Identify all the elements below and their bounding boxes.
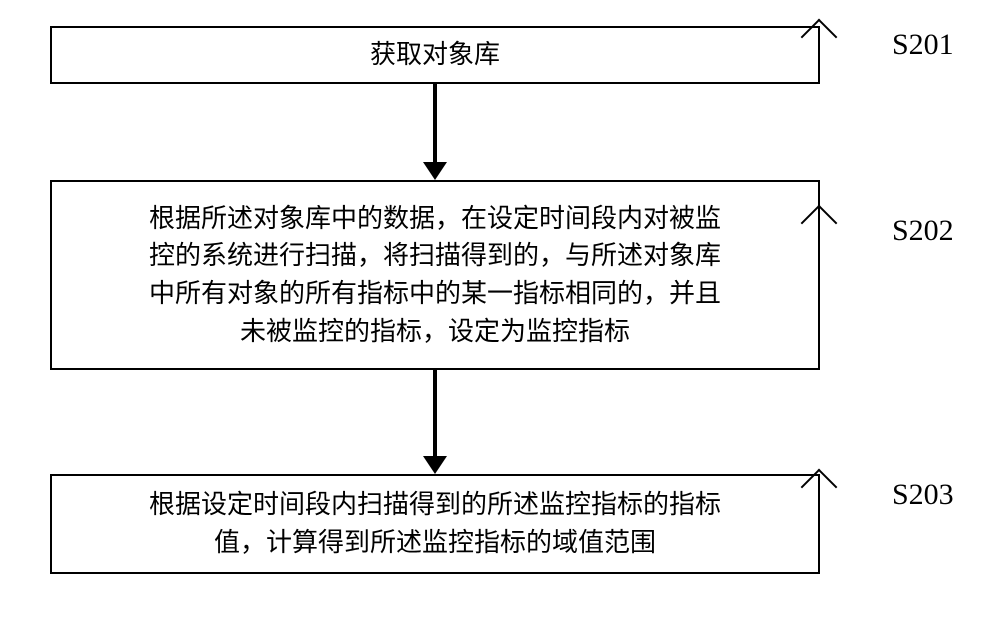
arrow-head-1 xyxy=(423,162,447,180)
arrow-head-2 xyxy=(423,456,447,474)
flowchart-node-n1: 获取对象库 xyxy=(50,26,820,84)
flowchart-node-text: 根据所述对象库中的数据，在设定时间段内对被监 控的系统进行扫描，将扫描得到的，与… xyxy=(149,200,721,351)
flowchart-node-text: 获取对象库 xyxy=(370,36,500,74)
step-label-s201: S201 xyxy=(892,28,954,62)
arrow-line-2 xyxy=(433,370,437,456)
arrow-line-1 xyxy=(433,84,437,162)
flowchart-node-n2: 根据所述对象库中的数据，在设定时间段内对被监 控的系统进行扫描，将扫描得到的，与… xyxy=(50,180,820,370)
flowchart-node-text: 根据设定时间段内扫描得到的所述监控指标的指标 值，计算得到所述监控指标的域值范围 xyxy=(149,486,721,561)
flowchart-canvas: 获取对象库 S201 根据所述对象库中的数据，在设定时间段内对被监 控的系统进行扫描… xyxy=(0,0,1000,618)
flowchart-node-n3: 根据设定时间段内扫描得到的所述监控指标的指标 值，计算得到所述监控指标的域值范围 xyxy=(50,474,820,574)
step-label-s202: S202 xyxy=(892,214,954,248)
step-label-s203: S203 xyxy=(892,478,954,512)
